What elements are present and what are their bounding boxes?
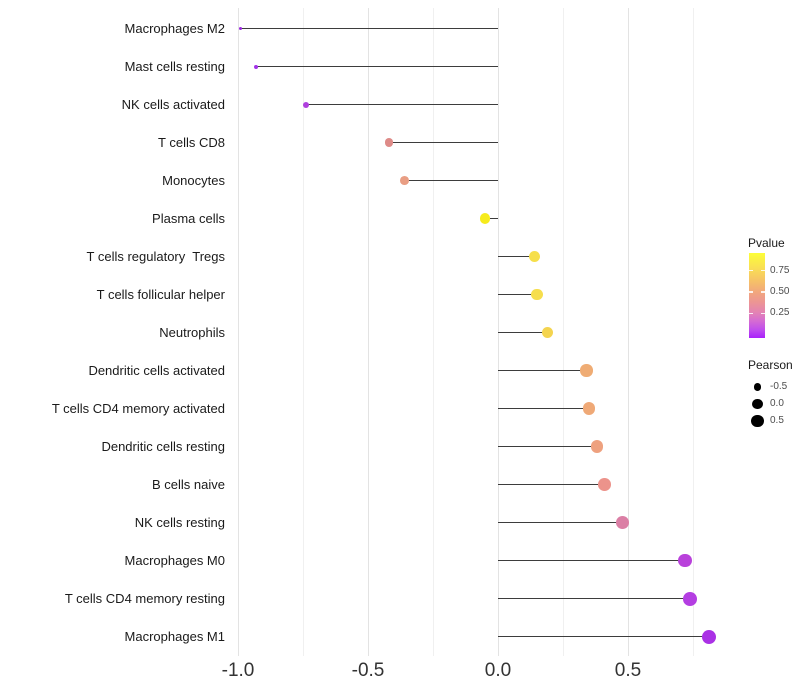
category-label: T cells CD4 memory activated: [51, 400, 225, 416]
lollipop-dot: [400, 176, 409, 185]
pvalue-legend-title: Pvalue: [748, 236, 785, 250]
category-label: Plasma cells: [152, 210, 225, 226]
lollipop-stem: [498, 369, 587, 372]
lollipop-dot: [479, 213, 491, 224]
lollipop-stem: [498, 635, 709, 638]
category-label: NK cells activated: [121, 96, 225, 112]
lollipop-dot: [598, 478, 611, 491]
lollipop-dot: [531, 288, 543, 301]
x-tick-label: -0.5: [351, 660, 385, 681]
lollipop-dot: [701, 629, 716, 644]
category-label: Monocytes: [162, 172, 225, 188]
lollipop-stem: [388, 141, 498, 144]
pvalue-bar-tick: [761, 312, 765, 315]
lollipop-stem: [404, 179, 498, 182]
pearson-legend-label: 0.0: [770, 398, 784, 409]
x-tick-label: -1.0: [221, 660, 255, 681]
category-label: Macrophages M0: [124, 552, 225, 568]
lollipop-dot: [238, 26, 243, 31]
pvalue-bar-tick: [749, 269, 753, 272]
pearson-legend-label: 0.5: [770, 415, 784, 426]
minor-gridline: [692, 8, 694, 656]
pearson-legend: Pearson -0.5 0.0 0.5: [748, 358, 800, 433]
pearson-legend-dot: [751, 414, 764, 428]
pvalue-gradient-bar: [749, 253, 765, 338]
pearson-legend-dot: [753, 383, 762, 391]
pearson-legend-label: -0.5: [770, 381, 788, 392]
lollipop-stem: [498, 445, 597, 448]
category-label: T cells follicular helper: [96, 286, 225, 302]
pvalue-bar-tick: [749, 312, 753, 315]
lollipop-dot: [580, 364, 593, 377]
category-label: T cells regulatory Tregs: [86, 248, 225, 264]
minor-gridline: [302, 8, 304, 656]
category-label: T cells CD8: [158, 134, 225, 150]
minor-gridline: [432, 8, 434, 656]
lollipop-dot: [678, 553, 693, 568]
category-label: Neutrophils: [159, 324, 225, 340]
pearson-legend-dot: [752, 398, 763, 410]
pvalue-bar-tick: [749, 291, 753, 293]
lollipop-dot: [384, 138, 393, 147]
category-label: Dendritic cells resting: [101, 438, 225, 454]
lollipop-stem: [498, 483, 605, 486]
pvalue-bar-tick: [761, 291, 765, 293]
lollipop-stem: [305, 103, 498, 106]
minor-gridline: [562, 8, 564, 656]
pvalue-tick-label: 0.25: [770, 307, 790, 319]
lollipop-dot: [616, 516, 630, 530]
lollipop-stem: [240, 27, 498, 30]
category-label: Macrophages M1: [124, 628, 225, 644]
category-label: NK cells resting: [134, 514, 225, 530]
lollipop-stem: [498, 331, 548, 334]
pearson-legend-title: Pearson: [748, 358, 793, 372]
lollipop-dot: [254, 64, 259, 69]
x-tick-label: 0.0: [484, 660, 512, 681]
lollipop-stem: [256, 65, 498, 68]
lollipop-dot: [683, 591, 698, 606]
major-gridline: [367, 8, 369, 656]
lollipop-dot: [302, 101, 309, 108]
pvalue-tick-label: 0.50: [770, 286, 790, 297]
lollipop-dot: [590, 440, 603, 453]
major-gridline: [627, 8, 629, 656]
category-label: Dendritic cells activated: [88, 362, 225, 378]
lollipop-stem: [498, 597, 691, 600]
lollipop-stem: [485, 217, 498, 220]
lollipop-stem: [498, 293, 537, 296]
pvalue-legend: Pvalue 0.75 0.50 0.25: [748, 236, 800, 346]
lollipop-stem: [498, 255, 535, 258]
x-tick-label: 0.5: [614, 660, 642, 681]
pvalue-tick-label: 0.75: [770, 264, 790, 276]
category-label: Macrophages M2: [124, 20, 225, 36]
lollipop-stem: [498, 407, 589, 410]
category-label: T cells CD4 memory resting: [64, 590, 225, 606]
category-label: Mast cells resting: [124, 58, 225, 74]
lollipop-stem: [498, 521, 623, 524]
lollipop-dot: [582, 402, 596, 415]
lollipop-stem: [498, 559, 686, 562]
major-gridline: [237, 8, 239, 656]
pvalue-bar-tick: [761, 269, 765, 272]
category-label: B cells naive: [152, 476, 225, 492]
lollipop-dot: [528, 250, 541, 263]
lollipop-dot: [541, 326, 554, 339]
